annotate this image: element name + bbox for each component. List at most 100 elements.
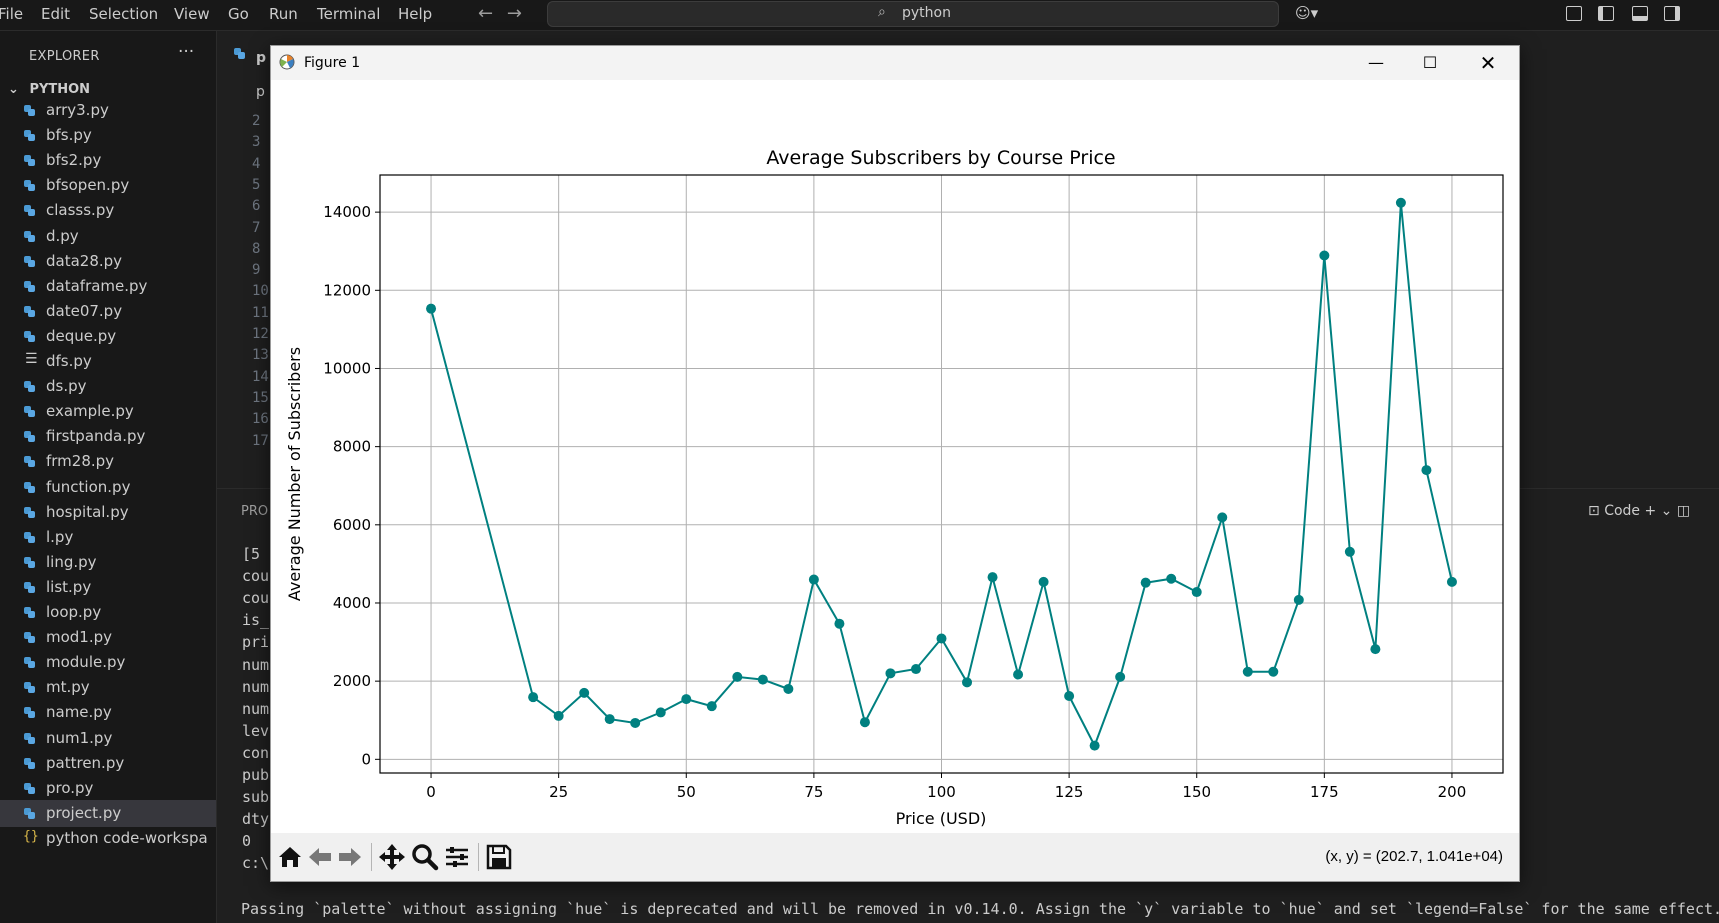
- customize-layout-icon[interactable]: [1566, 6, 1582, 21]
- python-file-icon: [24, 180, 35, 192]
- python-file-icon: [24, 757, 35, 769]
- panel-tab-problems[interactable]: PRO: [241, 504, 269, 519]
- toggle-sidebar-icon[interactable]: [1598, 6, 1614, 21]
- menu-run[interactable]: Run: [269, 5, 298, 23]
- data-point: [1064, 691, 1075, 702]
- file-item[interactable]: d.py: [0, 223, 216, 250]
- menu-help[interactable]: Help: [398, 5, 433, 23]
- python-file-icon: [24, 105, 35, 116]
- file-item[interactable]: ling.py: [0, 549, 216, 576]
- file-item[interactable]: firstpanda.py: [0, 423, 216, 450]
- file-name: mod1.py: [46, 628, 113, 647]
- file-item[interactable]: frm28.py: [0, 448, 216, 475]
- terminal-selector[interactable]: ⊡ Code + ⌄ ◫: [1588, 503, 1690, 519]
- forward-icon[interactable]: [335, 842, 365, 872]
- menu-edit[interactable]: Edit: [41, 5, 71, 23]
- data-point: [1115, 671, 1126, 682]
- file-item[interactable]: loop.py: [0, 599, 216, 626]
- file-item[interactable]: l.py: [0, 524, 216, 551]
- data-point: [1089, 740, 1100, 751]
- file-item[interactable]: dataframe.py: [0, 273, 216, 300]
- pan-icon[interactable]: [377, 842, 407, 872]
- file-item[interactable]: pro.py: [0, 775, 216, 802]
- menu-file[interactable]: File: [0, 5, 24, 23]
- data-point: [1370, 644, 1381, 655]
- figure-titlebar[interactable]: Figure 1 — ☐ ✕: [271, 46, 1519, 80]
- new-terminal-icon[interactable]: + ⌄: [1644, 503, 1673, 519]
- file-item[interactable]: data28.py: [0, 248, 216, 275]
- file-item[interactable]: date07.py: [0, 298, 216, 325]
- back-icon[interactable]: [305, 842, 335, 872]
- file-item[interactable]: pattren.py: [0, 750, 216, 777]
- file-item[interactable]: ds.py: [0, 373, 216, 400]
- configure-subplots-icon[interactable]: [442, 842, 472, 872]
- back-arrow-icon[interactable]: ←: [478, 3, 494, 24]
- data-point: [910, 664, 921, 675]
- file-item[interactable]: example.py: [0, 398, 216, 425]
- maximize-icon[interactable]: ☐: [1422, 53, 1438, 72]
- zoom-icon[interactable]: [410, 842, 440, 872]
- y-tick-label: 4000: [333, 594, 371, 612]
- editor-tab[interactable]: p: [256, 50, 267, 66]
- file-item[interactable]: module.py: [0, 649, 216, 676]
- x-tick-label: 125: [1055, 783, 1084, 801]
- file-item[interactable]: project.py: [0, 799, 216, 827]
- terminal-line: num: [242, 699, 270, 718]
- save-icon[interactable]: [484, 842, 514, 872]
- y-tick-label: 8000: [333, 438, 371, 456]
- x-axis-label: Price (USD): [896, 809, 987, 828]
- minimize-icon[interactable]: —: [1368, 53, 1384, 72]
- file-item[interactable]: name.py: [0, 699, 216, 726]
- file-item[interactable]: {} python code-workspa: [0, 825, 216, 852]
- menu-terminal[interactable]: Terminal: [317, 5, 381, 23]
- copilot-icon[interactable]: ☺▾: [1295, 4, 1319, 22]
- file-item[interactable]: hospital.py: [0, 499, 216, 526]
- data-point: [987, 572, 998, 583]
- line-number: 8: [252, 240, 261, 257]
- file-item[interactable]: function.py: [0, 474, 216, 501]
- file-item[interactable]: deque.py: [0, 323, 216, 350]
- file-item[interactable]: bfs.py: [0, 122, 216, 149]
- file-item[interactable]: classs.py: [0, 197, 216, 224]
- forward-arrow-icon[interactable]: →: [506, 3, 522, 24]
- close-icon[interactable]: ✕: [1479, 51, 1497, 75]
- line-number: 3: [252, 134, 261, 151]
- more-actions-icon[interactable]: ···: [178, 42, 195, 62]
- home-icon[interactable]: [275, 842, 305, 872]
- file-item[interactable]: mod1.py: [0, 624, 216, 651]
- toggle-panel-icon[interactable]: [1632, 6, 1648, 21]
- chart-canvas[interactable]: 0 25 50 75 100 125 150 175 200 0 2000 4000 6000 8000…: [271, 80, 1519, 833]
- python-file-icon: [24, 531, 35, 543]
- terminal-line: 0: [242, 832, 252, 851]
- file-item[interactable]: arry3.py: [0, 97, 216, 124]
- python-file-icon: [24, 330, 35, 342]
- file-name: list.py: [46, 577, 92, 596]
- menu-view[interactable]: View: [174, 5, 210, 23]
- data-point: [936, 633, 947, 644]
- toggle-secondary-sidebar-icon[interactable]: [1664, 6, 1680, 21]
- data-point: [1395, 197, 1406, 208]
- data-point: [1191, 587, 1202, 598]
- file-item[interactable]: ☰ dfs.py: [0, 348, 216, 375]
- menu-selection[interactable]: Selection: [89, 5, 159, 23]
- menu-go[interactable]: Go: [228, 5, 249, 23]
- file-item[interactable]: bfs2.py: [0, 147, 216, 174]
- terminal-line: lev: [242, 721, 270, 740]
- split-terminal-icon[interactable]: ◫: [1676, 503, 1691, 519]
- figure-title: Figure 1: [304, 55, 361, 71]
- text-file-icon: ☰: [25, 351, 38, 367]
- series-subscribers: [426, 197, 1457, 751]
- line-number: 14: [252, 368, 269, 385]
- python-file-icon: [24, 657, 35, 669]
- file-name: ds.py: [46, 377, 87, 396]
- figure-window: Figure 1 — ☐ ✕ 0 25 50 75 100 125 150 175 200 0 2…: [270, 45, 1520, 882]
- file-item[interactable]: bfsopen.py: [0, 172, 216, 199]
- folder-header[interactable]: ⌄ PYTHON: [8, 82, 90, 97]
- python-file-icon: [24, 581, 35, 593]
- file-item[interactable]: list.py: [0, 574, 216, 601]
- file-name: num1.py: [46, 728, 113, 747]
- command-center-search[interactable]: ⌕ python: [547, 1, 1279, 27]
- file-item[interactable]: num1.py: [0, 725, 216, 752]
- file-item[interactable]: mt.py: [0, 674, 216, 701]
- terminal-name: Code: [1604, 503, 1641, 519]
